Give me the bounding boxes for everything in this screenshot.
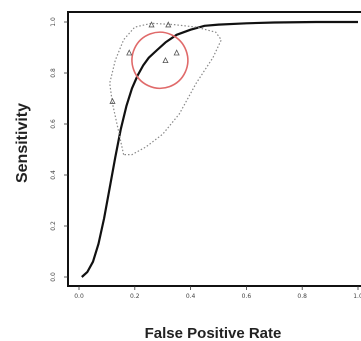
study-point <box>126 49 133 56</box>
y-tick-label: 1.0 <box>50 17 57 27</box>
study-point <box>109 97 116 104</box>
y-tick-label: 0.2 <box>50 221 57 231</box>
confidence-region <box>131 31 189 90</box>
study-point <box>173 49 180 56</box>
summary-curve <box>81 20 358 278</box>
x-tick-label: 1.0 <box>353 293 361 300</box>
study-point <box>148 21 155 28</box>
x-tick-label: 0.4 <box>186 293 196 300</box>
prediction-region <box>109 22 222 156</box>
x-axis-label: False Positive Rate <box>145 325 282 341</box>
plot-area <box>81 20 358 278</box>
y-tick-label: 0.0 <box>50 272 57 282</box>
y-tick-label: 0.8 <box>50 68 57 78</box>
y-axis-label: Sensitivity <box>14 103 31 183</box>
x-tick-label: 0.6 <box>242 293 252 300</box>
y-tick-label: 0.4 <box>50 170 57 180</box>
y-tick-label: 0.6 <box>50 119 57 129</box>
x-tick-label: 0.2 <box>130 293 140 300</box>
plot-frame <box>67 11 361 287</box>
x-axis: 0.0 0.2 0.4 0.6 0.8 1.0 <box>74 286 361 300</box>
study-point <box>165 21 172 28</box>
x-tick-label: 0.0 <box>74 293 84 300</box>
x-tick-label: 0.8 <box>297 293 307 300</box>
study-point <box>162 56 169 64</box>
y-axis: 0.0 0.2 0.4 0.6 0.8 1.0 <box>50 17 68 282</box>
